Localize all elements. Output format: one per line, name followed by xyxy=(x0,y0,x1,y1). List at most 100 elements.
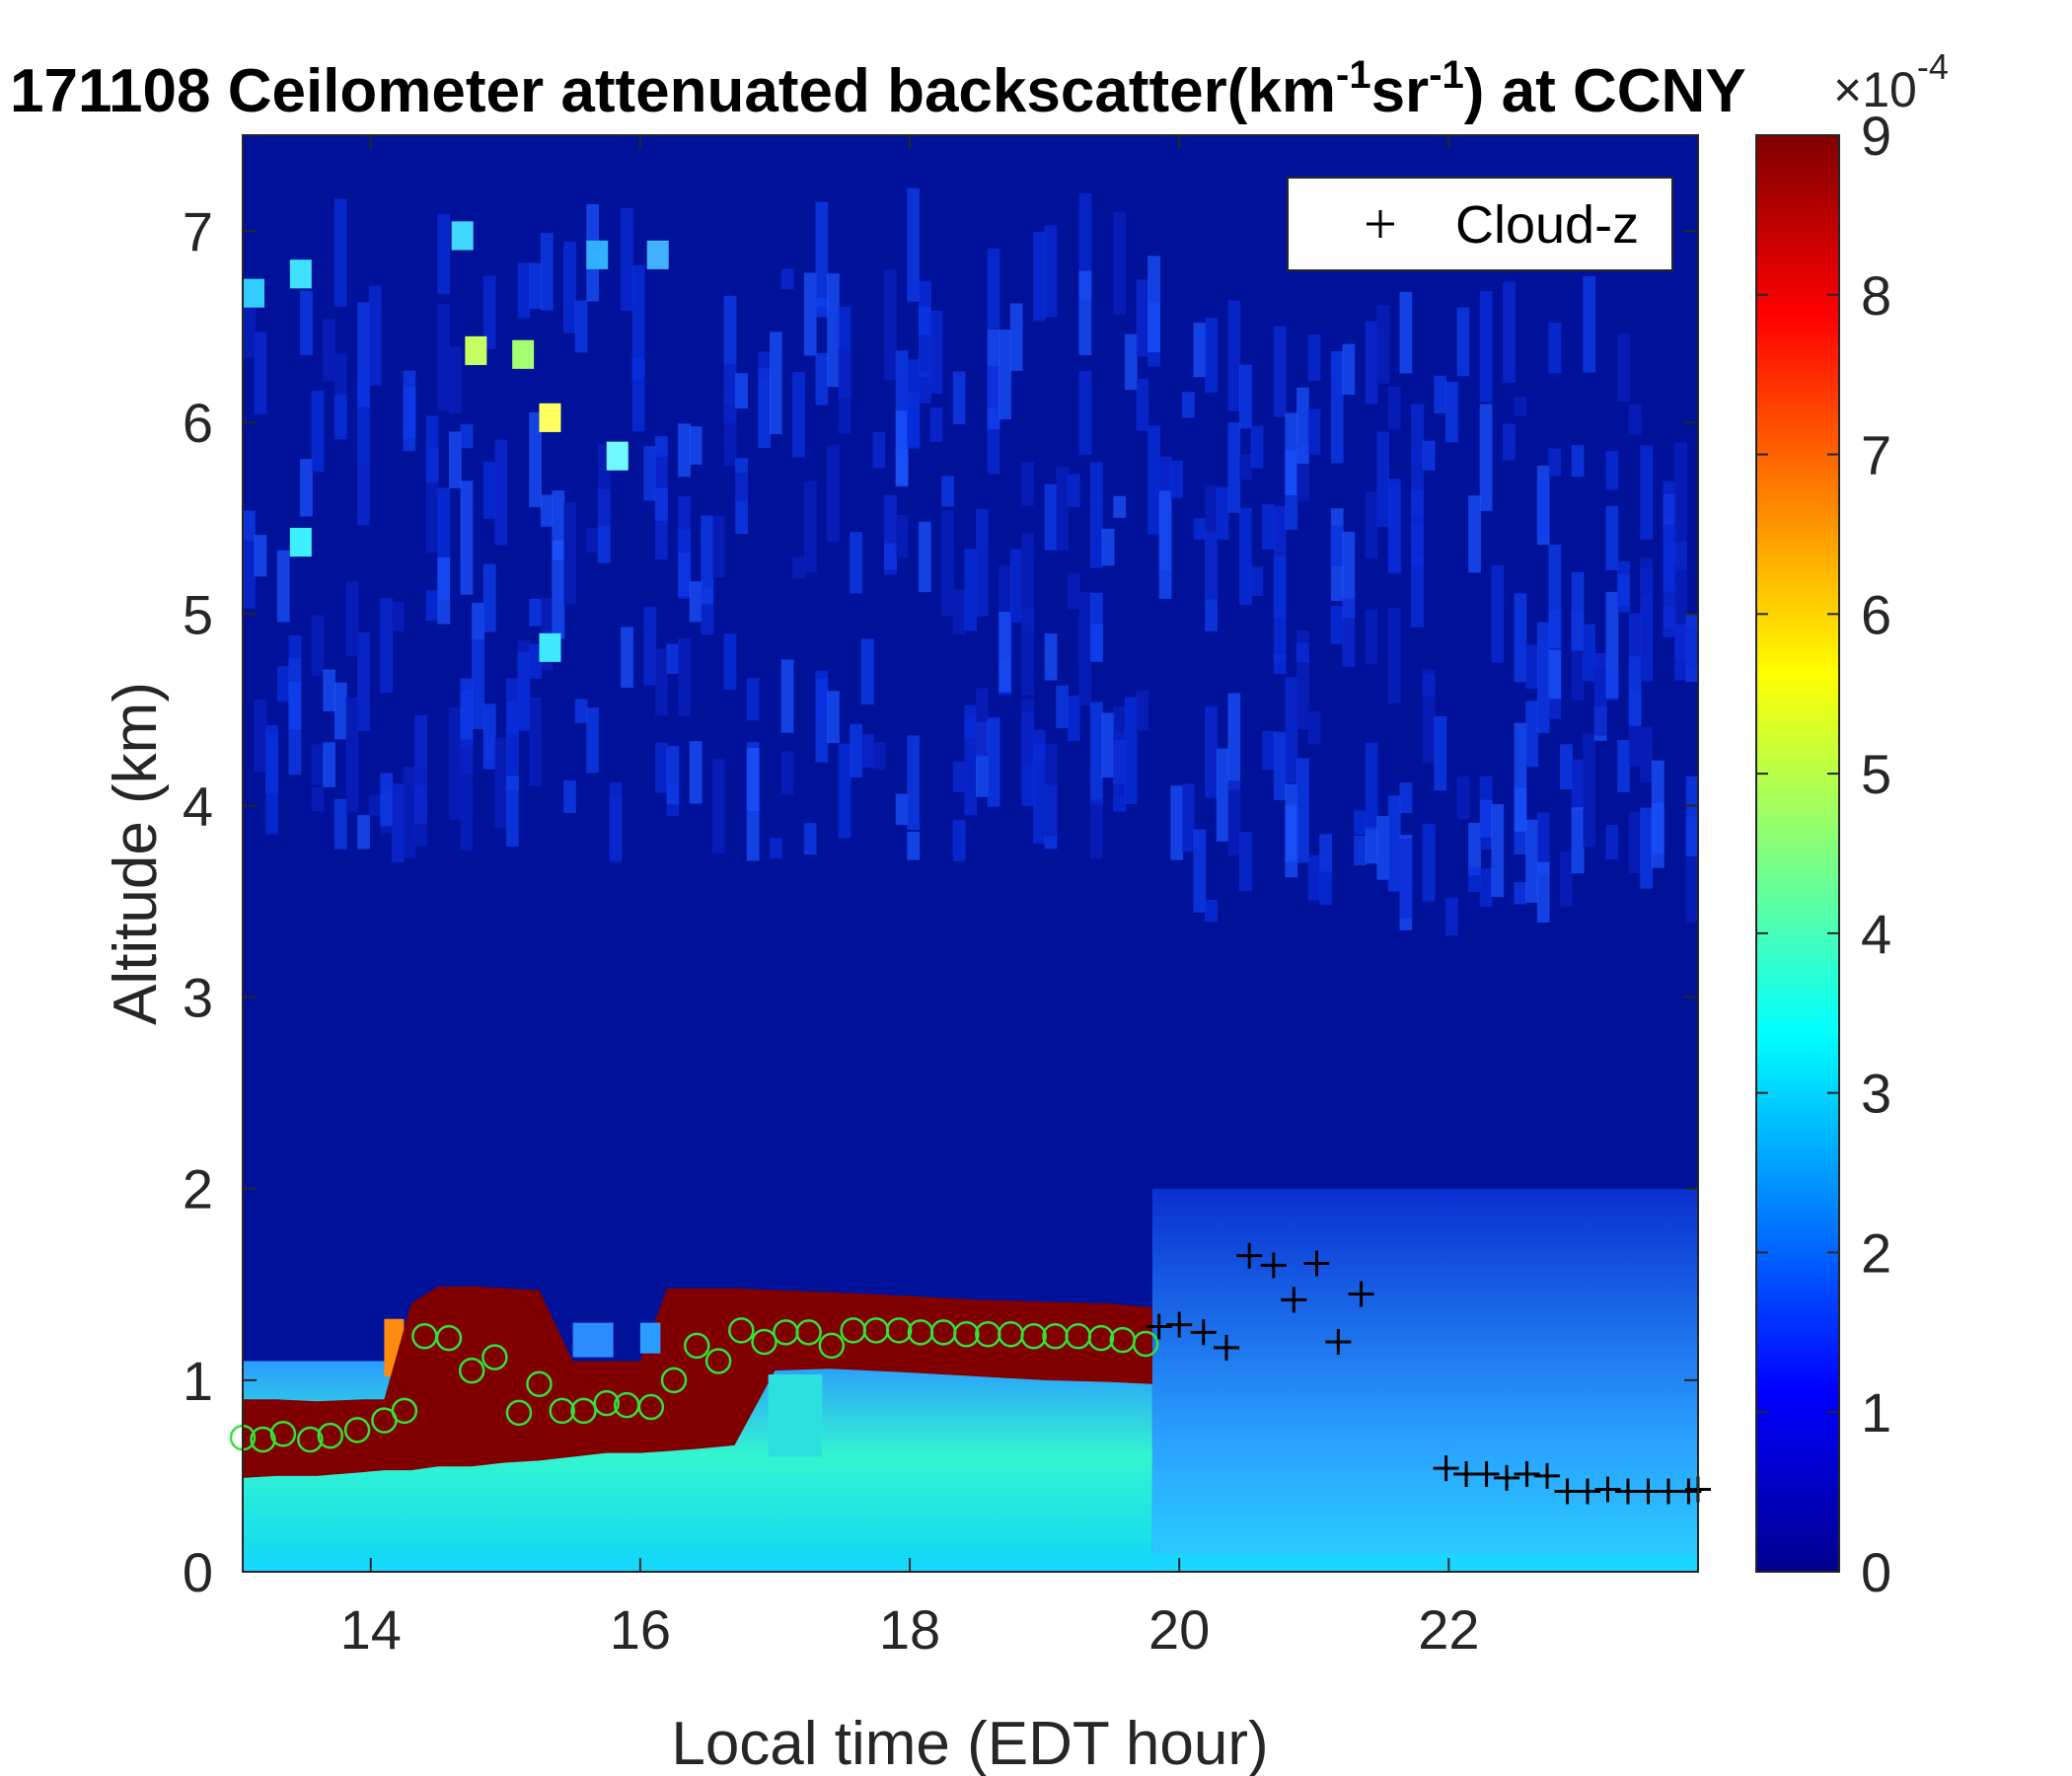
aerosol-streak xyxy=(1502,281,1516,383)
pbl-height-point xyxy=(505,1399,533,1427)
aerosol-streak xyxy=(368,285,382,386)
aerosol-streak xyxy=(803,823,817,855)
aerosol-streak xyxy=(1640,807,1654,889)
aerosol-streak xyxy=(1365,321,1378,405)
aerosol-streak xyxy=(666,643,680,675)
aerosol-streak xyxy=(1514,593,1527,683)
aerosol-streak xyxy=(482,703,496,770)
aerosol-streak xyxy=(1090,702,1103,805)
aerosol-streak xyxy=(1205,318,1218,393)
aerosol-streak xyxy=(494,439,508,546)
aerosol-streak xyxy=(448,431,462,488)
aerosol-streak xyxy=(1044,743,1058,837)
aerosol-streak xyxy=(1330,525,1344,566)
aerosol-streak xyxy=(1009,549,1023,623)
aerosol-streak xyxy=(403,766,416,858)
aerosol-streak xyxy=(815,670,829,720)
pbl-height-point xyxy=(637,1393,665,1421)
upper-aerosol-streaks xyxy=(243,187,1698,936)
colorbar-tick-label: 4 xyxy=(1861,903,1891,965)
aerosol-streak xyxy=(1560,851,1573,907)
aerosol-streak xyxy=(999,330,1011,420)
aerosol-streak xyxy=(265,731,279,794)
aerosol-streak xyxy=(1697,812,1698,907)
aerosol-streak xyxy=(1399,838,1413,920)
aerosol-streak xyxy=(1536,861,1550,924)
y-axis-label: Altitude (km) xyxy=(102,682,170,1025)
colorbar-exponent-base: ×10 xyxy=(1833,62,1917,117)
aerosol-streak xyxy=(1387,607,1401,704)
aerosol-streak xyxy=(1571,572,1585,651)
aerosol-streak xyxy=(1387,387,1401,430)
aerosol-streak xyxy=(895,514,909,558)
x-tick-label: 16 xyxy=(610,1598,671,1661)
aerosol-streak xyxy=(1444,381,1458,443)
pbl-height-point xyxy=(435,1324,463,1352)
legend-box xyxy=(1287,177,1673,271)
x-axis-label: Local time (EDT hour) xyxy=(671,1710,1268,1776)
aerosol-streak xyxy=(1113,706,1127,796)
aerosol-streak xyxy=(1525,819,1538,903)
aerosol-streak xyxy=(529,598,543,627)
aerosol-streak xyxy=(1296,642,1309,663)
aerosol-streak xyxy=(907,831,921,860)
aerosol-streak xyxy=(323,319,336,382)
aerosol-streak xyxy=(243,541,256,609)
x-tick-label: 18 xyxy=(879,1598,940,1661)
aerosol-streak xyxy=(391,783,405,863)
aerosol-streak xyxy=(711,515,725,578)
aerosol-streak xyxy=(1170,461,1184,498)
plot-frame xyxy=(242,134,1699,1573)
aerosol-streak xyxy=(1479,404,1493,511)
cloud-z-point xyxy=(1236,1242,1263,1269)
aerosol-streak xyxy=(1216,486,1229,540)
pbl-height-point xyxy=(458,1357,485,1384)
aerosol-streak xyxy=(1583,624,1596,682)
aerosol-streak xyxy=(1193,323,1207,378)
aerosol-streak xyxy=(1411,404,1424,517)
aerosol-bright-spot xyxy=(289,259,312,289)
aerosol-streak xyxy=(941,510,954,617)
aerosol-streak xyxy=(666,745,680,805)
aerosol-streak xyxy=(1571,759,1585,811)
legend-plus-marker xyxy=(1367,210,1394,238)
aerosol-streak xyxy=(1628,811,1642,874)
aerosol-streak xyxy=(1285,412,1298,496)
cloud-z-point xyxy=(1594,1476,1621,1503)
aerosol-streak xyxy=(574,699,588,723)
x-tick-label: 20 xyxy=(1148,1598,1210,1661)
aerosol-streak xyxy=(1273,731,1287,800)
cloud-z-point xyxy=(1260,1252,1287,1279)
aerosol-streak xyxy=(1033,744,1046,845)
night-boundary-layer xyxy=(1151,1188,1698,1572)
aerosol-streak xyxy=(345,580,359,657)
colorbar-tick-label: 5 xyxy=(1861,743,1891,805)
aerosol-streak xyxy=(563,241,576,333)
aerosol-streak xyxy=(872,742,886,771)
aerosol-streak xyxy=(1422,669,1436,763)
aerosol-bright-spot xyxy=(646,240,669,269)
aerosol-streak xyxy=(1628,655,1642,726)
aerosol-streak xyxy=(1376,305,1390,384)
aerosol-streak xyxy=(987,407,1000,430)
aerosol-streak xyxy=(1056,685,1070,729)
aerosol-streak xyxy=(1307,854,1321,901)
cloud-z-point xyxy=(1348,1281,1374,1307)
aerosol-streak xyxy=(1525,701,1538,768)
aerosol-streak xyxy=(1536,622,1550,734)
aerosol-streak xyxy=(815,352,829,406)
aerosol-streak xyxy=(460,423,474,449)
aerosol-streak xyxy=(1685,776,1698,856)
cloud-gap xyxy=(768,1374,823,1457)
aerosol-streak xyxy=(1205,899,1218,923)
aerosol-streak xyxy=(780,268,794,290)
aerosol-streak xyxy=(654,742,668,793)
aerosol-streak xyxy=(1479,799,1493,838)
aerosol-streak xyxy=(1422,440,1436,471)
aerosol-streak xyxy=(1113,495,1127,518)
aerosol-streak xyxy=(1456,777,1470,820)
aerosol-streak xyxy=(895,410,909,485)
y-tick-label: 4 xyxy=(183,775,213,837)
aerosol-bright-spot xyxy=(465,335,487,365)
aerosol-streak xyxy=(529,643,543,679)
